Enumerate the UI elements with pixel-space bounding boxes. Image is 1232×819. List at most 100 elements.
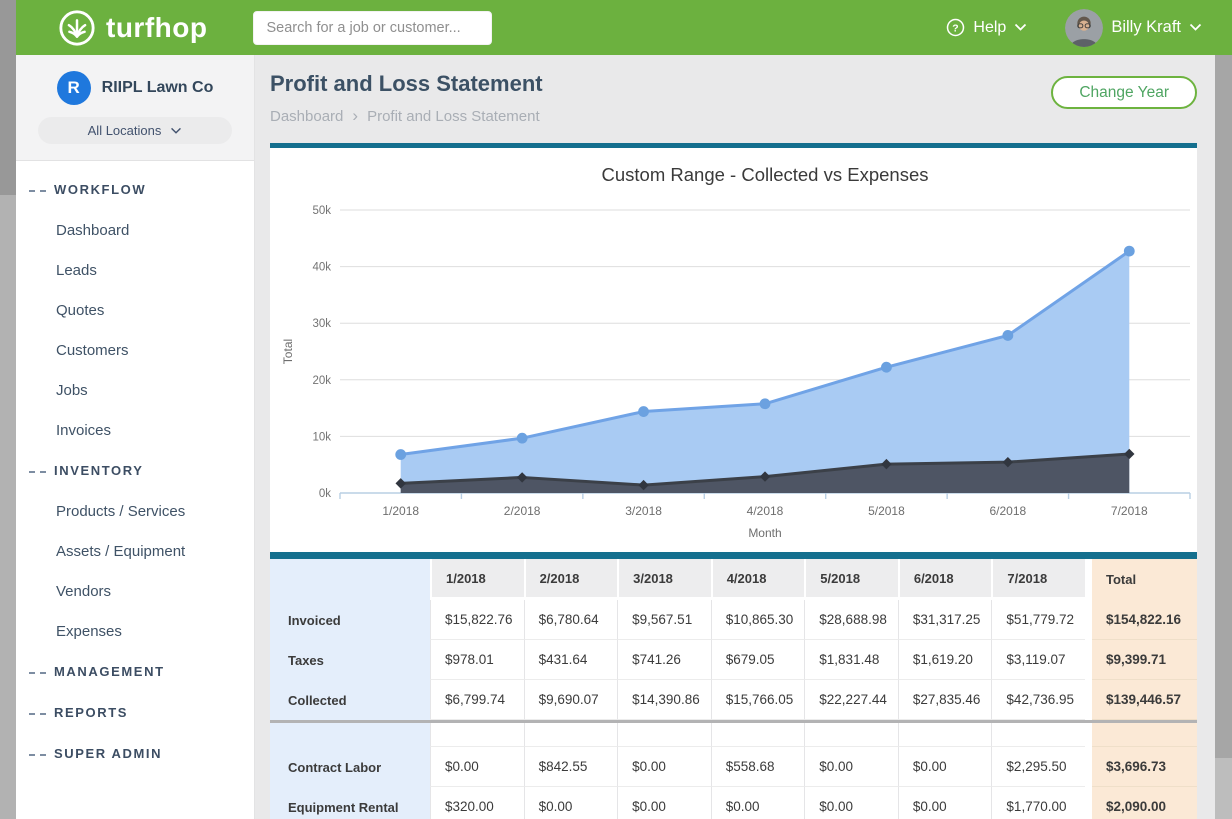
column-header-2-2018: 2/2018	[524, 559, 618, 600]
cell-equipment-rental-4-2018: $0.00	[711, 787, 805, 819]
column-header-3-2018: 3/2018	[617, 559, 711, 600]
location-filter-dropdown[interactable]: All Locations	[38, 117, 232, 144]
main-scrollbar-thumb[interactable]	[1215, 55, 1232, 758]
row-label-taxes: Taxes	[270, 640, 430, 680]
table-corner-cell	[270, 559, 430, 600]
spacer-gutter	[1085, 723, 1092, 747]
user-menu[interactable]: Billy Kraft	[1065, 9, 1202, 47]
cell-invoiced-3-2018: $9,567.51	[617, 600, 711, 640]
sidebar: R RIIPL Lawn Co All Locations WORKFLOWDa…	[16, 55, 255, 819]
cell-collected-total: $139,446.57	[1092, 680, 1197, 720]
table-card-accent-bar	[270, 552, 1197, 559]
cell-invoiced-6-2018: $31,317.25	[898, 600, 992, 640]
cell-equipment-rental-total: $2,090.00	[1092, 787, 1197, 819]
sidebar-item-invoices[interactable]: Invoices	[16, 410, 254, 450]
cell-collected-5-2018: $22,227.44	[804, 680, 898, 720]
data-point-collected[interactable]	[881, 362, 892, 373]
y-axis-title: Total	[281, 339, 295, 364]
cell-invoiced-2-2018: $6,780.64	[524, 600, 618, 640]
chevron-right-icon: ›	[352, 106, 358, 126]
y-tick-label: 30k	[312, 318, 331, 330]
sidebar-item-products-services[interactable]: Products / Services	[16, 491, 254, 531]
pl-table-card: 1/20182/20183/20184/20185/20186/20187/20…	[270, 552, 1197, 819]
section-dashes-icon	[29, 754, 46, 756]
cell-contract-labor-2-2018: $842.55	[524, 747, 618, 787]
column-header-total: Total	[1092, 559, 1197, 600]
data-point-collected[interactable]	[638, 406, 649, 417]
location-filter-label: All Locations	[88, 123, 162, 138]
cell-equipment-rental-7-2018: $1,770.00	[991, 787, 1085, 819]
help-icon: ?	[946, 18, 965, 37]
sidebar-item-vendors[interactable]: Vendors	[16, 571, 254, 611]
data-point-collected[interactable]	[1002, 330, 1013, 341]
sidebar-section-super-admin[interactable]: SUPER ADMIN	[16, 733, 254, 774]
section-dashes-icon	[29, 713, 46, 715]
row-label-equipment-rental: Equipment Rental	[270, 787, 430, 819]
data-point-collected[interactable]	[517, 433, 528, 444]
cell-contract-labor-total: $3,696.73	[1092, 747, 1197, 787]
y-tick-label: 40k	[312, 262, 331, 274]
sidebar-item-leads[interactable]: Leads	[16, 250, 254, 290]
x-tick-label: 5/2018	[868, 504, 905, 518]
y-tick-label: 10k	[312, 431, 331, 443]
data-point-collected[interactable]	[1124, 246, 1135, 257]
spacer-cell	[898, 723, 992, 747]
row-gutter	[1085, 680, 1092, 720]
sidebar-item-quotes[interactable]: Quotes	[16, 290, 254, 330]
sidebar-item-expenses[interactable]: Expenses	[16, 611, 254, 651]
sidebar-item-customers[interactable]: Customers	[16, 330, 254, 370]
brand-logo[interactable]: turfhop	[58, 9, 207, 47]
data-point-collected[interactable]	[395, 449, 406, 460]
search-input[interactable]	[253, 11, 492, 45]
cell-equipment-rental-2-2018: $0.00	[524, 787, 618, 819]
company-block: R RIIPL Lawn Co All Locations	[16, 55, 254, 161]
breadcrumb-current: Profit and Loss Statement	[367, 108, 540, 125]
chevron-down-icon	[170, 127, 182, 135]
cell-invoiced-5-2018: $28,688.98	[804, 600, 898, 640]
cell-equipment-rental-3-2018: $0.00	[617, 787, 711, 819]
sidebar-section-workflow[interactable]: WORKFLOW	[16, 169, 254, 210]
x-tick-label: 7/2018	[1111, 504, 1148, 518]
breadcrumb: Dashboard › Profit and Loss Statement	[270, 106, 543, 126]
cell-contract-labor-6-2018: $0.00	[898, 747, 992, 787]
spacer-label-cell	[270, 723, 430, 747]
cell-taxes-7-2018: $3,119.07	[991, 640, 1085, 680]
sidebar-section-management[interactable]: MANAGEMENT	[16, 651, 254, 692]
y-tick-label: 0k	[319, 488, 331, 500]
x-tick-label: 4/2018	[747, 504, 784, 518]
cell-taxes-3-2018: $741.26	[617, 640, 711, 680]
collected-vs-expenses-chart: Custom Range - Collected vs Expenses0k10…	[270, 148, 1197, 552]
cell-contract-labor-3-2018: $0.00	[617, 747, 711, 787]
cell-taxes-total: $9,399.71	[1092, 640, 1197, 680]
help-label: Help	[973, 19, 1006, 37]
column-header-5-2018: 5/2018	[804, 559, 898, 600]
row-label-collected: Collected	[270, 680, 430, 720]
cell-invoiced-total: $154,822.16	[1092, 600, 1197, 640]
spacer-cell	[991, 723, 1085, 747]
column-gutter	[1085, 559, 1092, 600]
help-menu[interactable]: ? Help	[946, 18, 1027, 37]
cell-equipment-rental-1-2018: $320.00	[430, 787, 524, 819]
breadcrumb-dashboard-link[interactable]: Dashboard	[270, 108, 343, 125]
sidebar-item-assets-equipment[interactable]: Assets / Equipment	[16, 531, 254, 571]
cell-equipment-rental-6-2018: $0.00	[898, 787, 992, 819]
sidebar-scrollbar-thumb[interactable]	[0, 0, 16, 195]
cell-invoiced-7-2018: $51,779.72	[991, 600, 1085, 640]
pl-table: 1/20182/20183/20184/20185/20186/20187/20…	[270, 559, 1197, 819]
cell-taxes-6-2018: $1,619.20	[898, 640, 992, 680]
data-point-collected[interactable]	[760, 398, 771, 409]
spacer-cell	[430, 723, 524, 747]
x-tick-label: 3/2018	[625, 504, 662, 518]
main-scrollbar[interactable]	[1215, 55, 1232, 819]
user-avatar	[1065, 9, 1103, 47]
chevron-down-icon	[1189, 23, 1202, 32]
page-header: Profit and Loss Statement Dashboard › Pr…	[255, 55, 1215, 143]
column-header-1-2018: 1/2018	[430, 559, 524, 600]
sidebar-section-reports[interactable]: REPORTS	[16, 692, 254, 733]
sidebar-item-jobs[interactable]: Jobs	[16, 370, 254, 410]
change-year-button[interactable]: Change Year	[1051, 76, 1197, 109]
sidebar-item-dashboard[interactable]: Dashboard	[16, 210, 254, 250]
sidebar-section-inventory[interactable]: INVENTORY	[16, 450, 254, 491]
sidebar-scrollbar[interactable]	[0, 0, 16, 819]
svg-text:?: ?	[953, 23, 959, 34]
